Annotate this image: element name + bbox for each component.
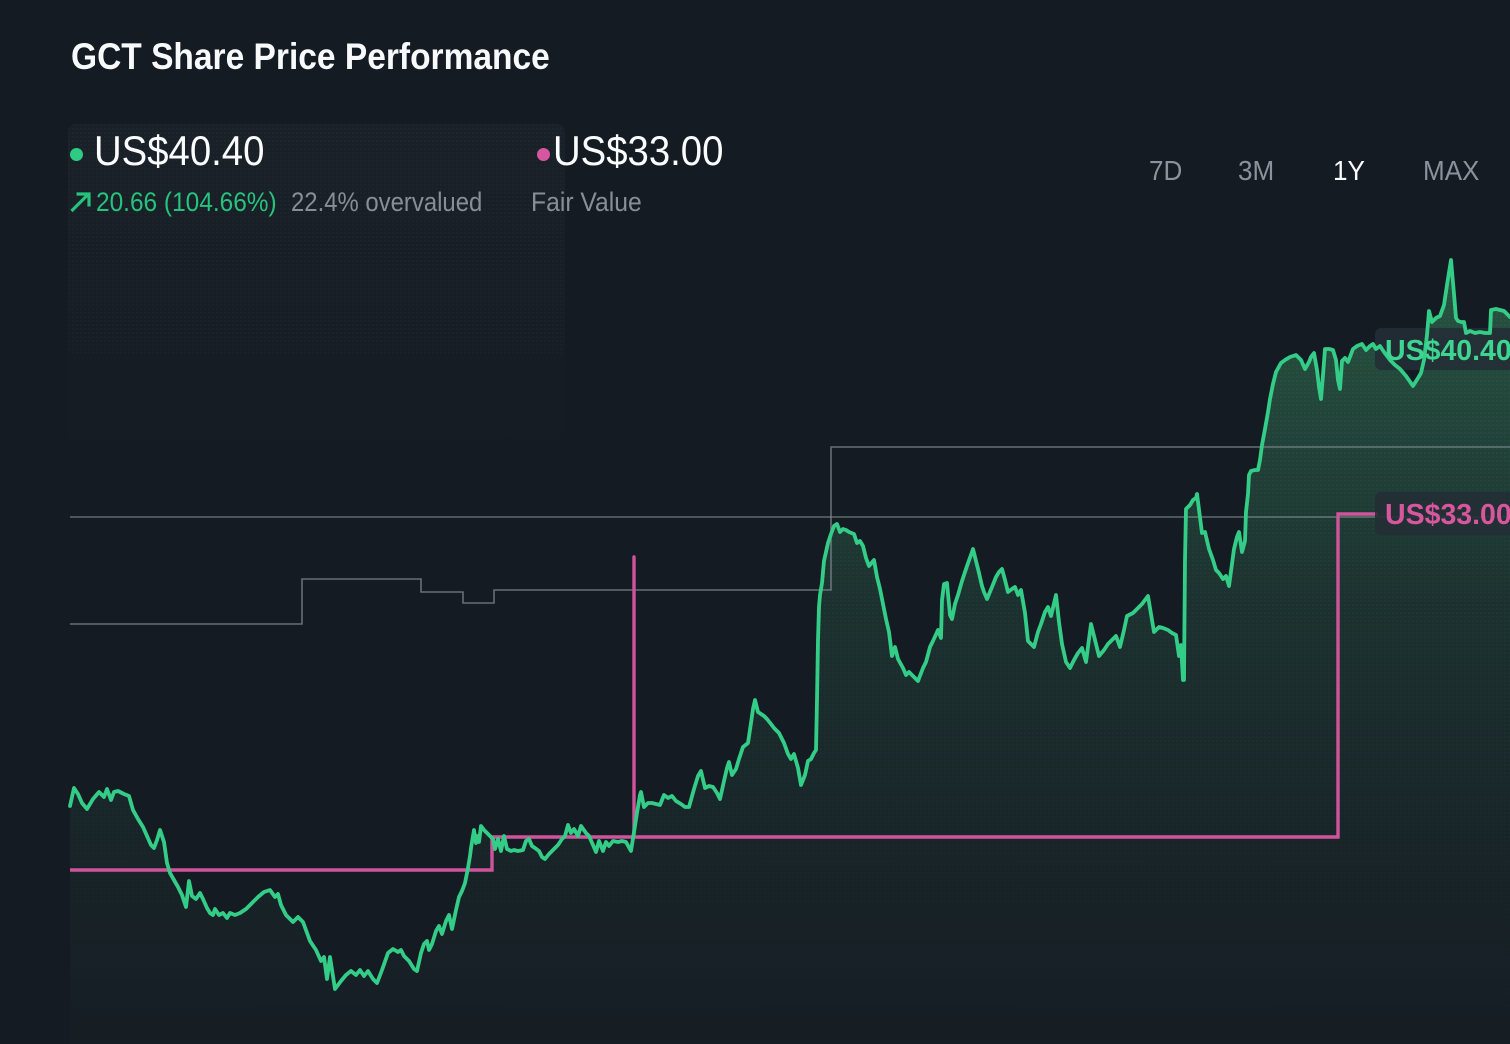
svg-text:US$33.00: US$33.00 bbox=[1385, 499, 1510, 531]
svg-text:US$40.40: US$40.40 bbox=[1385, 335, 1510, 367]
